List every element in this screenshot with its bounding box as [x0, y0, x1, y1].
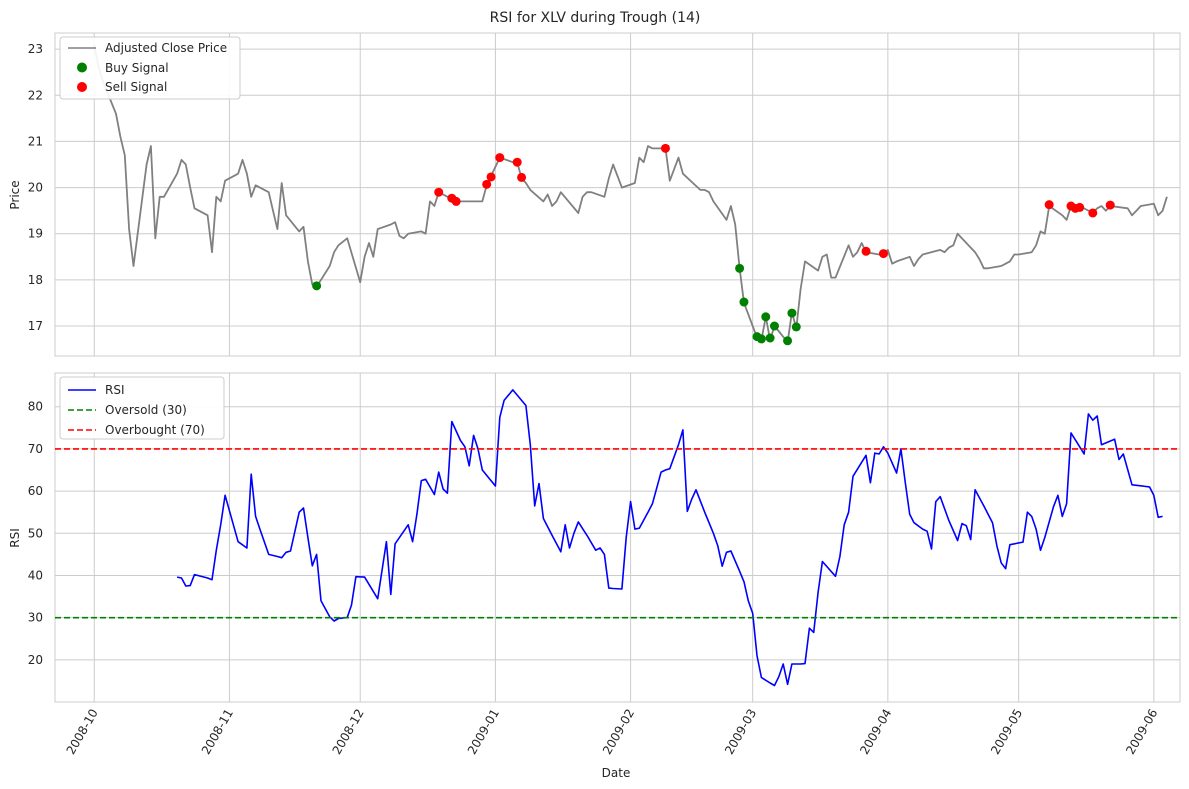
sell-signal-marker — [1075, 202, 1085, 212]
sell-signal-marker — [517, 172, 527, 182]
price-series — [93, 44, 1168, 346]
price-y-tick-label: 22 — [28, 88, 43, 102]
buy-signal-marker — [769, 321, 779, 331]
sell-signal-marker — [660, 143, 670, 153]
price-y-axis-label: Price — [8, 180, 22, 209]
price-grid — [55, 33, 1180, 356]
legend-oversold-label: Oversold (30) — [105, 403, 187, 417]
buy-signal-marker — [739, 297, 749, 307]
rsi-y-tick-label: 80 — [28, 400, 43, 414]
sell-signal-marker — [512, 157, 522, 167]
buy-signal-marker — [761, 312, 771, 322]
legend-buy-marker — [77, 62, 87, 73]
sell-signal-marker — [451, 196, 461, 206]
buy-signal-marker — [787, 308, 797, 318]
price-y-tick-label: 18 — [28, 273, 43, 287]
legend-buy-label: Buy Signal — [105, 61, 169, 75]
sell-signal-marker — [861, 246, 871, 256]
price-legend: Adjusted Close Price Buy Signal Sell Sig… — [59, 36, 241, 100]
rsi-y-tick-label: 50 — [28, 526, 43, 540]
chart-title: RSI for XLV during Trough (14) — [490, 10, 701, 26]
price-y-tick-label: 20 — [28, 181, 43, 195]
rsi-series — [55, 389, 1180, 687]
rsi-y-tick-label: 30 — [28, 611, 43, 625]
buy-signal-marker — [765, 333, 775, 343]
price-y-tick-label: 17 — [28, 319, 43, 333]
sell-signal-marker — [1105, 200, 1115, 210]
sell-signal-marker — [495, 153, 505, 163]
rsi-y-tick-labels: 20 30 40 50 60 70 80 — [28, 400, 43, 667]
sell-signal-marker — [482, 179, 492, 189]
legend-sell-marker — [77, 82, 87, 92]
sell-signal-marker — [1088, 208, 1098, 218]
rsi-plot-area — [54, 372, 1181, 703]
rsi-y-tick-label: 40 — [28, 568, 43, 582]
rsi-y-axis-label: RSI — [8, 528, 22, 548]
legend-sell-label: Sell Signal — [105, 80, 167, 94]
buy-signal-marker — [756, 334, 766, 344]
price-panel: 17 18 19 20 21 22 23 Price Adjusted Close Pric… — [8, 32, 1181, 357]
rsi-y-tick-label: 60 — [28, 484, 43, 498]
price-y-tick-label: 19 — [28, 227, 43, 241]
sell-signal-marker — [486, 172, 496, 182]
price-y-tick-label: 21 — [28, 134, 43, 148]
legend-overbought-label: Overbought (70) — [105, 423, 205, 437]
rsi-legend-box — [59, 376, 225, 440]
price-y-tick-label: 23 — [28, 42, 43, 56]
buy-signal-marker — [735, 263, 745, 273]
legend-rsi-label: RSI — [105, 383, 125, 397]
rsi-legend: RSI Oversold (30) Overbought (70) — [59, 376, 225, 440]
rsi-y-tick-label: 70 — [28, 442, 43, 456]
x-axis-label: Date — [602, 766, 631, 780]
price-line — [93, 44, 1168, 344]
sell-signal-marker — [878, 249, 888, 259]
sell-signal-marker — [1044, 200, 1054, 210]
rsi-y-tick-label: 20 — [28, 653, 43, 667]
legend-price-line-label: Adjusted Close Price — [105, 41, 227, 55]
buy-signal-marker — [791, 322, 801, 332]
sell-signal-marker — [434, 187, 444, 197]
price-plot-area — [54, 32, 1181, 357]
price-legend-box — [59, 36, 241, 100]
price-y-tick-labels: 17 18 19 20 21 22 23 — [28, 42, 43, 333]
rsi-grid — [55, 373, 1180, 702]
buy-signal-marker — [783, 336, 793, 346]
buy-signal-marker — [312, 281, 322, 291]
